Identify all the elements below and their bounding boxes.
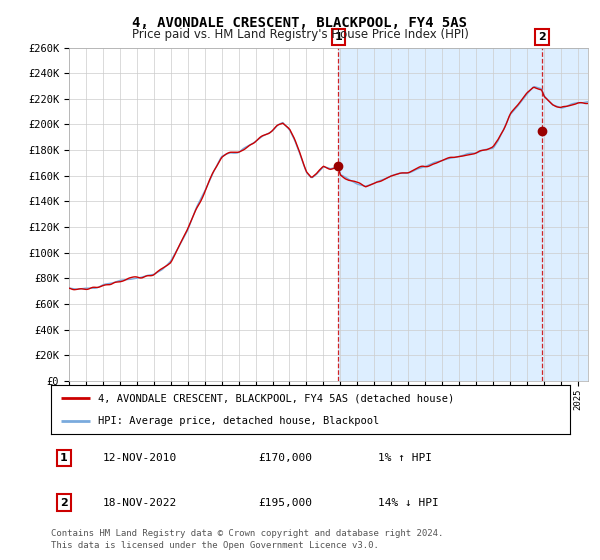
Text: 4, AVONDALE CRESCENT, BLACKPOOL, FY4 5AS (detached house): 4, AVONDALE CRESCENT, BLACKPOOL, FY4 5AS… [98,393,454,403]
Text: 14% ↓ HPI: 14% ↓ HPI [378,498,439,507]
Text: 1: 1 [60,453,68,463]
Text: 2: 2 [60,498,68,507]
Text: 1% ↑ HPI: 1% ↑ HPI [378,453,432,463]
Text: 18-NOV-2022: 18-NOV-2022 [103,498,177,507]
Text: Price paid vs. HM Land Registry's House Price Index (HPI): Price paid vs. HM Land Registry's House … [131,28,469,41]
Text: £195,000: £195,000 [259,498,313,507]
Text: 4, AVONDALE CRESCENT, BLACKPOOL, FY4 5AS: 4, AVONDALE CRESCENT, BLACKPOOL, FY4 5AS [133,16,467,30]
Text: HPI: Average price, detached house, Blackpool: HPI: Average price, detached house, Blac… [98,416,379,426]
Text: 12-NOV-2010: 12-NOV-2010 [103,453,177,463]
Text: 1: 1 [334,32,342,42]
Text: 2: 2 [538,32,546,42]
Bar [338,48,588,381]
Text: Contains HM Land Registry data © Crown copyright and database right 2024.
This d: Contains HM Land Registry data © Crown c… [51,529,443,550]
Text: £170,000: £170,000 [259,453,313,463]
